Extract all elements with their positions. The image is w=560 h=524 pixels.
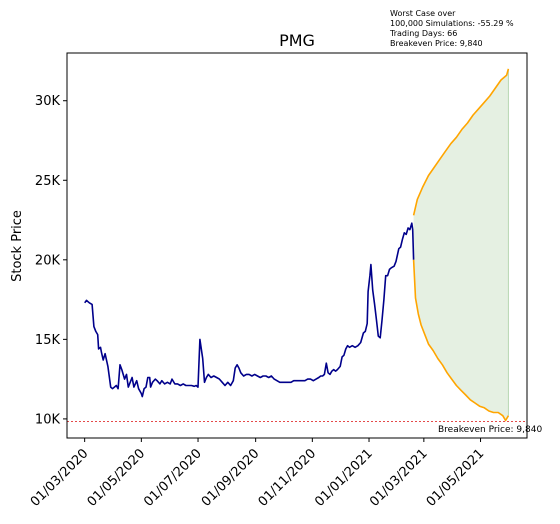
history-series-line (84, 222, 415, 398)
y-tick-label: 15K (35, 333, 61, 348)
series-layer (84, 68, 510, 422)
annotation-line-1: Worst Case over (390, 9, 456, 18)
x-tick-label: 01/07/2020 (141, 446, 205, 510)
plot-frame (66, 52, 528, 439)
x-tick-label: 01/03/2021 (367, 446, 431, 510)
annotation-line-4: Breakeven Price: 9,840 (390, 39, 483, 48)
x-axis: 01/03/202001/05/202001/07/202001/09/2020… (28, 438, 487, 510)
simulation-annotation: Worst Case over 100,000 Simulations: -55… (389, 9, 514, 48)
annotation-line-3: Trading Days: 66 (389, 29, 457, 38)
y-tick-label: 20K (35, 253, 61, 268)
y-tick-label: 30K (35, 94, 61, 109)
x-tick-label: 01/11/2020 (256, 446, 320, 510)
x-tick-label: 01/05/2021 (424, 446, 488, 510)
y-tick-label: 25K (35, 174, 61, 189)
x-tick-label: 01/09/2020 (199, 446, 263, 510)
x-tick-label: 01/05/2020 (85, 446, 149, 510)
chart-title: PMG (279, 31, 315, 50)
y-axis-label: Stock Price (10, 210, 25, 282)
x-tick-label: 01/03/2020 (28, 446, 92, 510)
projection-lower-line (412, 259, 510, 422)
annotation-line-2: 100,000 Simulations: -55.29 % (390, 19, 514, 28)
breakeven-label: Breakeven Price: 9,840 (438, 425, 542, 435)
projection-upper-line (412, 68, 510, 216)
x-tick-label: 01/01/2021 (312, 446, 376, 510)
y-tick-label: 10K (35, 412, 61, 427)
simulation-band-layer (413, 68, 509, 421)
y-axis: 10K 15K 20K 25K 30K (35, 94, 67, 427)
simulation-band (413, 68, 509, 421)
